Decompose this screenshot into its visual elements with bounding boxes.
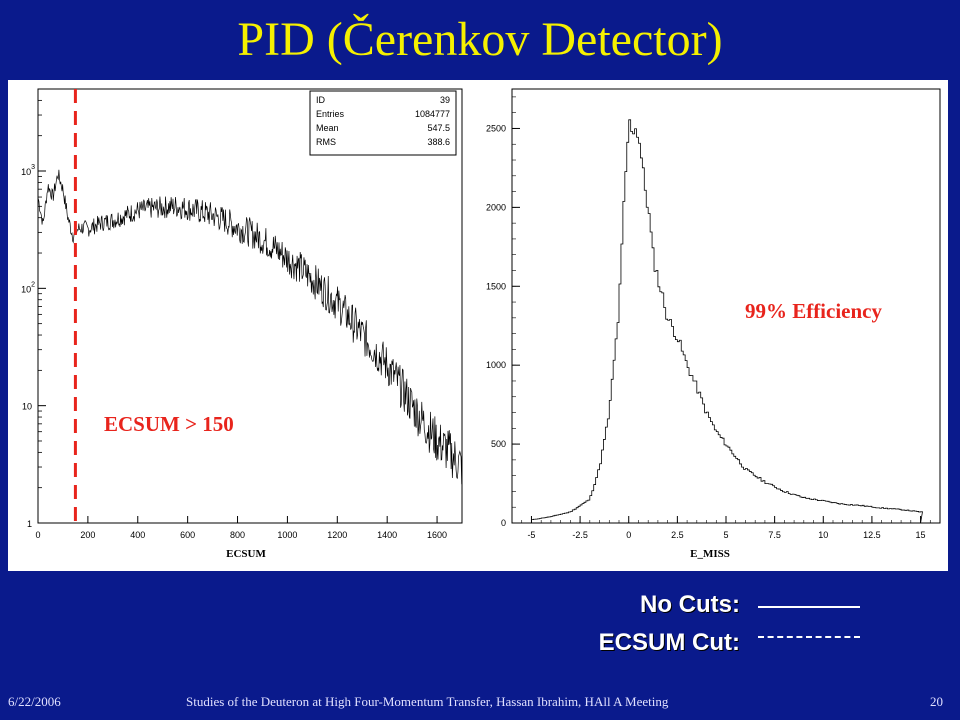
chart-panel: ID 39 Entries 1084777 Mean 547.5 RMS 388… <box>8 80 948 571</box>
stats-id-key: ID <box>316 95 326 105</box>
right-y-tick-label: 0 <box>501 518 506 528</box>
footer-page-number: 20 <box>930 694 943 709</box>
legend-ecsum-cut-label: ECSUM Cut: <box>598 629 740 656</box>
slide-title: PID (Čerenkov Detector) <box>237 13 723 66</box>
emiss-histogram-series <box>531 119 923 524</box>
left-y-tick-label: 103 <box>21 164 35 177</box>
stats-rms-value: 388.6 <box>427 137 450 147</box>
left-y-tick-label: 1 <box>27 519 32 529</box>
ecsum-histogram-series <box>37 169 463 485</box>
ecsum-cut-annotation: ECSUM > 150 <box>104 412 234 436</box>
left-y-tick-label: 10 <box>22 402 32 412</box>
right-x-tick-label: -5 <box>527 530 535 540</box>
legend-dashed-line <box>758 636 860 638</box>
left-y-tick-label: 102 <box>21 281 35 294</box>
left-x-tick-label: 1200 <box>327 530 347 540</box>
stats-id-value: 39 <box>440 95 450 105</box>
right-x-axis-label: E_MISS <box>690 548 730 560</box>
stats-rms-key: RMS <box>316 137 336 147</box>
efficiency-annotation: 99% Efficiency <box>745 299 883 323</box>
left-x-tick-label: 400 <box>130 530 145 540</box>
left-x-tick-label: 1600 <box>427 530 447 540</box>
left-x-tick-label: 1000 <box>277 530 297 540</box>
right-y-tick-label: 2500 <box>486 123 506 133</box>
left-x-tick-label: 200 <box>80 530 95 540</box>
right-x-tick-label: 10 <box>818 530 828 540</box>
footer-title: Studies of the Deuteron at High Four-Mom… <box>186 694 669 709</box>
left-plot-layer: 0 200 400 600 800 1000 1200 1400 1600 1 10 102 103 <box>21 88 463 540</box>
legend-no-cuts-label: No Cuts: <box>640 591 740 618</box>
right-x-tick-label: 7.5 <box>768 530 781 540</box>
legend-solid-line <box>758 606 860 608</box>
right-plot-layer: -5 -2.5 0 2.5 5 7.5 10 12.5 15 0 500 1000 1500 2000 25… <box>486 96 931 540</box>
left-plot-frame <box>37 88 463 524</box>
stats-entries-key: Entries <box>316 109 345 119</box>
right-y-tick-label: 500 <box>491 439 506 449</box>
left-x-tick-label: 1400 <box>377 530 397 540</box>
left-x-tick-label: 0 <box>35 530 40 540</box>
footer-date: 6/22/2006 <box>8 694 61 709</box>
stats-entries-value: 1084777 <box>415 109 450 119</box>
histogram-figure: ID 39 Entries 1084777 Mean 547.5 RMS 388… <box>21 88 941 560</box>
left-x-tick-label: 800 <box>230 530 245 540</box>
left-x-tick-label: 600 <box>180 530 195 540</box>
right-y-tick-label: 2000 <box>486 202 506 212</box>
stats-mean-key: Mean <box>316 123 339 133</box>
right-x-tick-label: 12.5 <box>863 530 881 540</box>
right-x-tick-label: 5 <box>723 530 728 540</box>
right-x-tick-label: 2.5 <box>671 530 684 540</box>
right-y-tick-label: 1000 <box>486 360 506 370</box>
right-y-tick-label: 1500 <box>486 281 506 291</box>
right-x-tick-label: -2.5 <box>572 530 588 540</box>
right-x-tick-label: 0 <box>626 530 631 540</box>
left-x-axis-label: ECSUM <box>226 548 266 560</box>
stats-box: ID 39 Entries 1084777 Mean 547.5 RMS 388… <box>309 90 457 156</box>
stats-mean-value: 547.5 <box>427 123 450 133</box>
right-x-tick-label: 15 <box>916 530 926 540</box>
